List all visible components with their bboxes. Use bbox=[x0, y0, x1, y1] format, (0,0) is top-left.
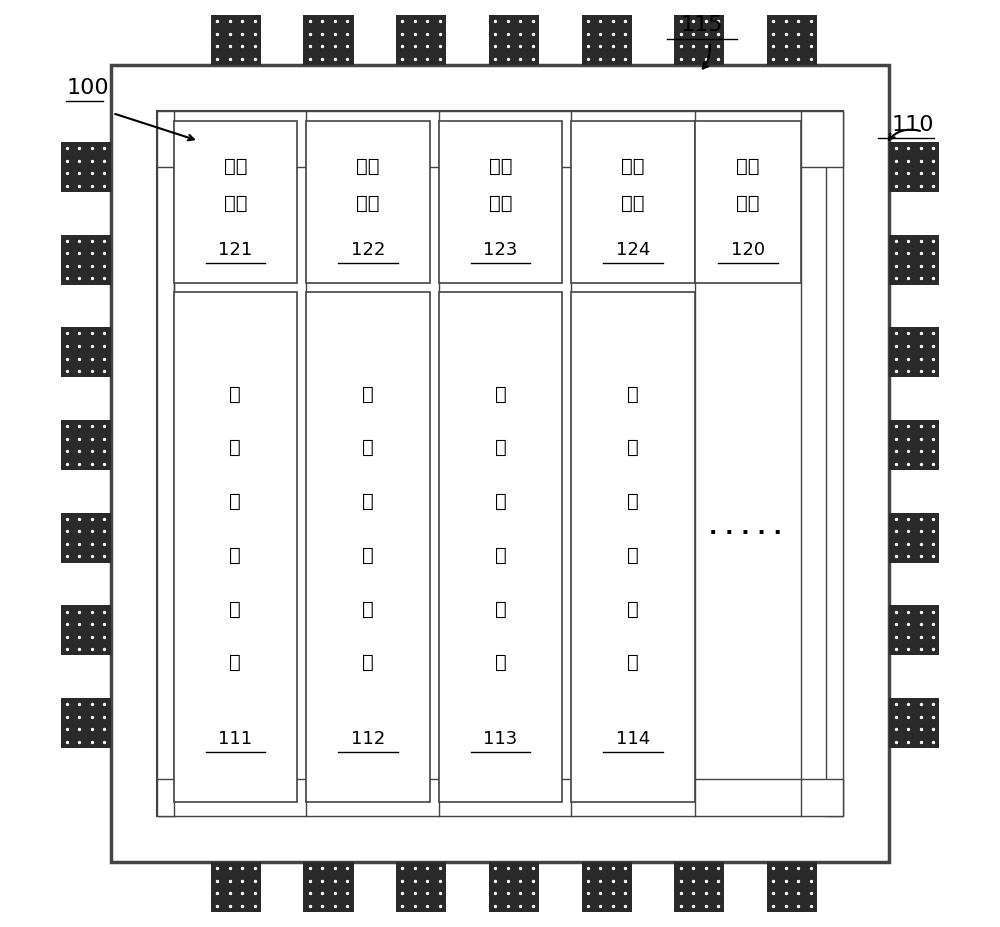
Bar bbox=[889, 698, 939, 748]
Text: 配置: 配置 bbox=[224, 157, 247, 176]
Bar bbox=[61, 605, 111, 655]
Bar bbox=[61, 142, 111, 192]
Bar bbox=[889, 327, 939, 377]
Text: 编: 编 bbox=[362, 438, 374, 457]
Text: 法: 法 bbox=[495, 600, 506, 618]
Bar bbox=[571, 292, 695, 802]
Text: 123: 123 bbox=[483, 241, 518, 259]
Text: 逻: 逻 bbox=[229, 546, 241, 565]
Text: 编: 编 bbox=[627, 438, 639, 457]
Bar bbox=[396, 862, 446, 912]
Text: 可: 可 bbox=[362, 385, 374, 403]
Text: 器: 器 bbox=[362, 654, 374, 672]
Bar bbox=[61, 235, 111, 285]
Text: 块: 块 bbox=[229, 654, 241, 672]
Bar bbox=[767, 862, 817, 912]
Text: 理: 理 bbox=[627, 600, 639, 618]
Text: 器: 器 bbox=[627, 654, 639, 672]
Text: 乘: 乘 bbox=[495, 546, 506, 565]
Bar bbox=[157, 111, 174, 816]
Text: 配置: 配置 bbox=[736, 157, 760, 176]
Bar bbox=[306, 292, 430, 802]
Text: 程: 程 bbox=[362, 492, 374, 511]
Bar bbox=[889, 235, 939, 285]
Text: 编: 编 bbox=[229, 438, 241, 457]
Text: 121: 121 bbox=[218, 241, 252, 259]
Text: 112: 112 bbox=[351, 730, 385, 748]
Bar bbox=[157, 111, 843, 167]
Bar bbox=[489, 862, 539, 912]
Bar bbox=[889, 142, 939, 192]
Bar bbox=[306, 121, 430, 283]
Text: 111: 111 bbox=[218, 730, 252, 748]
Text: 模块: 模块 bbox=[736, 194, 760, 213]
Text: 程: 程 bbox=[495, 492, 506, 511]
Text: 可: 可 bbox=[627, 385, 639, 403]
Bar bbox=[767, 15, 817, 65]
Text: 储: 储 bbox=[362, 600, 374, 618]
Bar bbox=[439, 121, 562, 283]
Bar bbox=[174, 121, 297, 283]
Text: . . . . .: . . . . . bbox=[709, 518, 782, 539]
Bar bbox=[61, 513, 111, 563]
Text: 编: 编 bbox=[495, 438, 506, 457]
Text: 可: 可 bbox=[495, 385, 506, 403]
Bar bbox=[211, 862, 261, 912]
Bar bbox=[61, 327, 111, 377]
Text: 110: 110 bbox=[891, 115, 934, 135]
Text: 120: 120 bbox=[731, 241, 765, 259]
Bar bbox=[674, 15, 724, 65]
Text: 配置: 配置 bbox=[356, 157, 380, 176]
Bar bbox=[889, 420, 939, 470]
Text: 程: 程 bbox=[627, 492, 639, 511]
Bar bbox=[111, 65, 889, 862]
Bar bbox=[174, 292, 297, 802]
Text: 114: 114 bbox=[616, 730, 650, 748]
Text: 模块: 模块 bbox=[356, 194, 380, 213]
Text: 113: 113 bbox=[483, 730, 518, 748]
Text: 模块: 模块 bbox=[224, 194, 247, 213]
Text: 器: 器 bbox=[495, 654, 506, 672]
Bar bbox=[61, 420, 111, 470]
Bar bbox=[695, 121, 801, 283]
Bar bbox=[61, 698, 111, 748]
Bar bbox=[674, 862, 724, 912]
Text: 存: 存 bbox=[362, 546, 374, 565]
Text: 模块: 模块 bbox=[621, 194, 645, 213]
Text: 模块: 模块 bbox=[489, 194, 512, 213]
Text: 配置: 配置 bbox=[489, 157, 512, 176]
Text: 100: 100 bbox=[66, 78, 109, 98]
Bar bbox=[582, 15, 632, 65]
Text: 可: 可 bbox=[229, 385, 241, 403]
Bar bbox=[211, 15, 261, 65]
Text: 程: 程 bbox=[229, 492, 241, 511]
Bar bbox=[889, 513, 939, 563]
Text: 124: 124 bbox=[616, 241, 650, 259]
Bar bbox=[571, 121, 695, 283]
Bar bbox=[489, 15, 539, 65]
Text: 辑: 辑 bbox=[229, 600, 241, 618]
Bar bbox=[396, 15, 446, 65]
Bar bbox=[582, 862, 632, 912]
Bar bbox=[303, 15, 354, 65]
Text: 配置: 配置 bbox=[621, 157, 645, 176]
Bar bbox=[157, 111, 843, 816]
Bar bbox=[439, 292, 562, 802]
Bar bbox=[889, 605, 939, 655]
Text: 122: 122 bbox=[351, 241, 385, 259]
Bar bbox=[826, 111, 843, 816]
Bar bbox=[303, 862, 354, 912]
Bar bbox=[157, 779, 843, 816]
Text: 115: 115 bbox=[681, 15, 723, 35]
Text: 处: 处 bbox=[627, 546, 639, 565]
